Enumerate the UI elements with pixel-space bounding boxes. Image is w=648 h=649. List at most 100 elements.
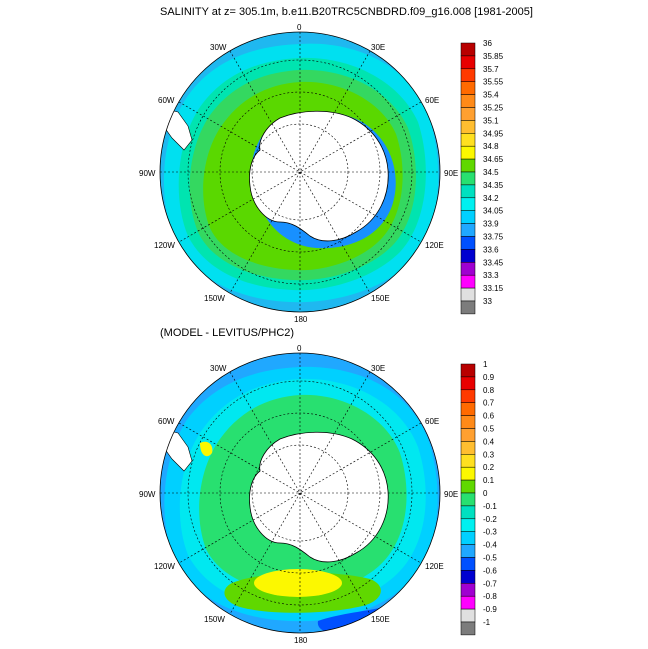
graticule (160, 353, 440, 633)
lon-label-0: 0 (297, 23, 302, 32)
difference-colorbar-swatch (460, 363, 476, 378)
difference-colorbar-swatch (460, 402, 476, 416)
difference-colorbar-swatch (460, 595, 476, 610)
antarctica-landmass (249, 110, 389, 242)
difference-colorbar-label: 0.8 (483, 386, 495, 395)
difference-colorbar-swatch (460, 415, 476, 429)
lon-label-180: 180 (294, 315, 308, 324)
salinity-colorbar-label: 34.5 (483, 168, 499, 177)
salinity-colorbar-label: 36 (483, 39, 492, 48)
difference-colorbar-label: 0.3 (483, 450, 495, 459)
lon-label-30w: 30W (210, 364, 227, 373)
lon-label-90w: 90W (139, 490, 156, 499)
lon-label-120e: 120E (425, 562, 444, 571)
salinity-colorbar-label: 34.05 (483, 207, 504, 216)
positive-anomaly-west (200, 441, 213, 457)
lon-label-90w: 90W (139, 169, 156, 178)
lon-label-30w: 30W (210, 43, 227, 52)
lon-label-150w: 150W (204, 615, 225, 624)
difference-colorbar-swatch (460, 376, 476, 391)
difference-colorbar-label: 0.6 (483, 412, 495, 421)
lon-label-30e: 30E (371, 364, 385, 373)
salinity-colorbar-label: 33 (483, 297, 492, 306)
difference-colorbar-label: -0.4 (483, 541, 497, 550)
difference-colorbar-swatch (460, 441, 476, 455)
lon-label-120w: 120W (154, 562, 175, 571)
salinity-colorbar-swatch (460, 210, 476, 224)
map-boundary (159, 31, 441, 313)
salinity-colorbar-label: 35.85 (483, 52, 504, 61)
difference-colorbar-label: -0.7 (483, 579, 497, 588)
lon-label-150e: 150E (371, 615, 390, 624)
difference-colorbar-swatch (460, 557, 476, 571)
difference-colorbar-swatch (460, 428, 476, 442)
salinity-colorbar-label: 33.9 (483, 220, 499, 229)
difference-colorbar-swatch (460, 505, 476, 520)
difference-field (160, 353, 440, 633)
salinity-colorbar-label: 33.3 (483, 271, 499, 280)
difference-colorbar-swatch (460, 466, 476, 481)
difference-colorbar-swatch (460, 454, 476, 468)
salinity-colorbar-swatch (460, 184, 476, 199)
salinity-colorbar-swatch (460, 249, 476, 263)
salinity-map-panel: 0 30E 60E 90E 120E 150E 180 150W 120W 90… (0, 0, 648, 324)
difference-colorbar-swatch (460, 518, 476, 532)
lon-label-90e: 90E (444, 490, 458, 499)
salinity-colorbar-label: 35.7 (483, 65, 499, 74)
salinity-colorbar-swatch (460, 107, 476, 121)
longitude-labels: 0 30E 60E 90E 120E 150E 180 150W 120W 90… (139, 344, 458, 645)
lon-label-60w: 60W (158, 417, 175, 426)
salinity-colorbar-swatch (460, 197, 476, 211)
salinity-colorbar-label: 34.95 (483, 129, 504, 138)
salinity-colorbar-swatch (460, 68, 476, 82)
difference-colorbar-label: -1 (483, 618, 491, 627)
difference-colorbar-label: -0.3 (483, 528, 497, 537)
difference-colorbar-swatch (460, 583, 476, 597)
lon-label-120w: 120W (154, 241, 175, 250)
top-panel-title: SALINITY at z= 305.1m, b.e11.B20TRC5CNBD… (160, 6, 533, 18)
difference-colorbar-swatch (460, 608, 476, 623)
difference-map-panel: 0 30E 60E 90E 120E 150E 180 150W 120W 90… (0, 321, 648, 645)
difference-colorbar-swatch (460, 479, 476, 494)
salinity-colorbar-label: 34.8 (483, 142, 499, 151)
antarctica-landmass (249, 431, 389, 563)
difference-colorbar-swatch (460, 531, 476, 545)
lon-label-60e: 60E (425, 96, 439, 105)
map-boundary (159, 352, 441, 634)
graticule (160, 32, 440, 312)
difference-colorbar-label: -0.5 (483, 554, 497, 563)
difference-colorbar-label: 0.4 (483, 437, 495, 446)
salinity-colorbar-label: 35.25 (483, 104, 504, 113)
salinity-colorbar-swatch (460, 55, 476, 70)
difference-colorbar-swatch (460, 570, 476, 584)
lon-label-150e: 150E (371, 294, 390, 303)
difference-map: 0 30E 60E 90E 120E 150E 180 150W 120W 90… (139, 344, 497, 645)
salinity-map: 0 30E 60E 90E 120E 150E 180 150W 120W 90… (139, 23, 504, 324)
salinity-colorbar-swatch (460, 81, 476, 95)
difference-colorbar-swatch (460, 389, 476, 403)
bottom-panel-title: (MODEL - LEVITUS/PHC2) (160, 327, 295, 339)
difference-colorbar-label: -0.9 (483, 605, 497, 614)
salinity-colorbar-swatch (460, 120, 476, 134)
salinity-colorbar-label: 35.55 (483, 78, 504, 87)
difference-colorbar-swatch (460, 544, 476, 558)
difference-colorbar-label: 1 (483, 360, 488, 369)
lon-label-30e: 30E (371, 43, 385, 52)
lon-label-150w: 150W (204, 294, 225, 303)
difference-colorbar-label: 0.9 (483, 373, 495, 382)
difference-colorbar-label: 0.2 (483, 463, 495, 472)
salinity-colorbar-label: 34.65 (483, 155, 504, 164)
salinity-colorbar: 36 35.85 35.7 35.55 35.4 35.25 35.1 34.95 34.8 34… (460, 39, 504, 315)
salinity-colorbar-label: 35.4 (483, 91, 499, 100)
difference-colorbar-label: 0.5 (483, 425, 495, 434)
difference-colorbar-label: 0.7 (483, 399, 495, 408)
salinity-colorbar-swatch (460, 300, 476, 315)
salinity-colorbar-swatch (460, 42, 476, 57)
salinity-colorbar-label: 33.45 (483, 258, 504, 267)
lon-label-60w: 60W (158, 96, 175, 105)
salinity-colorbar-swatch (460, 133, 476, 147)
difference-colorbar-swatch (460, 621, 476, 636)
salinity-colorbar-swatch (460, 274, 476, 289)
salinity-colorbar-label: 35.1 (483, 116, 499, 125)
lon-label-180: 180 (294, 636, 308, 645)
